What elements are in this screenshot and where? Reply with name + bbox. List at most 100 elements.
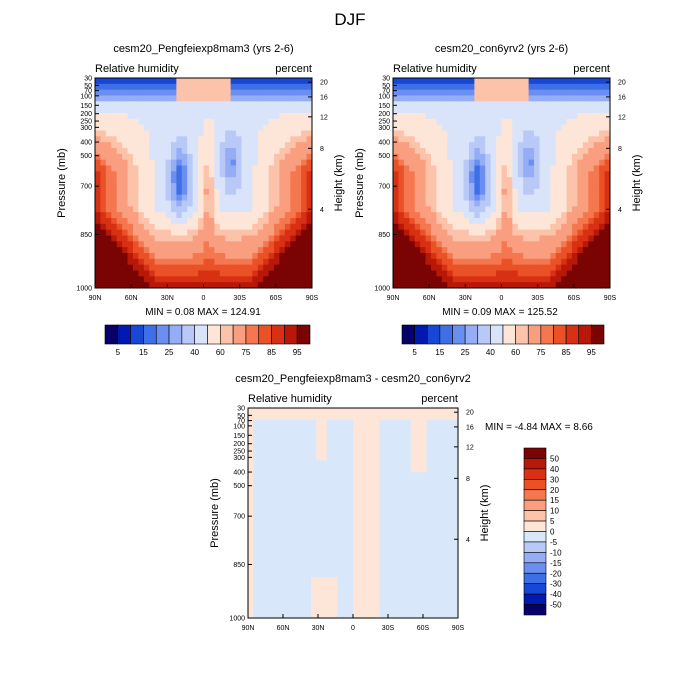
contour-cell: [127, 200, 134, 207]
contour-cell: [248, 518, 254, 526]
contour-cell: [269, 448, 275, 456]
contour-cell: [176, 247, 183, 254]
contour-cell: [284, 489, 291, 496]
contour-cell: [506, 200, 513, 207]
contour-cell: [479, 276, 486, 283]
contour-cell: [512, 258, 519, 266]
contour-cell: [306, 95, 313, 102]
contour-cell: [604, 200, 611, 207]
contour-cell: [447, 460, 454, 467]
contour-cell: [512, 142, 519, 149]
contour-cell: [395, 553, 401, 561]
contour-cell: [274, 524, 280, 531]
contour-cell: [572, 78, 578, 85]
contour-cell: [544, 253, 551, 260]
contour-cell: [468, 253, 475, 260]
contour-cell: [442, 507, 448, 514]
contour-cell: [241, 218, 248, 225]
contour-cell: [400, 594, 406, 601]
contour-cell: [284, 142, 291, 149]
contour-cell: [306, 107, 313, 114]
contour-cell: [512, 264, 519, 271]
contour-cell: [290, 548, 296, 555]
contour-cell: [208, 142, 215, 149]
contour-cell: [410, 501, 417, 508]
contour-cell: [403, 247, 410, 254]
contour-cell: [301, 107, 307, 114]
contour-cell: [374, 466, 380, 473]
contour-cell: [501, 83, 508, 91]
contour-cell: [409, 276, 416, 283]
contour-cell: [347, 466, 354, 473]
y-tick-label: 250: [233, 449, 245, 456]
contour-cell: [257, 153, 264, 161]
contour-cell: [138, 95, 145, 102]
contour-cell: [284, 413, 291, 421]
contour-cell: [463, 241, 470, 248]
contour-cell: [410, 489, 417, 496]
contour-cell: [219, 218, 226, 225]
contour-cell: [374, 571, 380, 578]
contour-cell: [414, 83, 421, 91]
contour-cell: [517, 89, 524, 96]
contour-cell: [181, 223, 188, 231]
contour-cell: [269, 536, 275, 543]
contour-cell: [279, 130, 286, 137]
contour-cell: [290, 553, 296, 561]
contour-cell: [154, 101, 161, 108]
contour-cell: [452, 501, 459, 508]
contour-cell: [316, 594, 322, 601]
colorbar-swatch: [591, 324, 605, 345]
contour-cell: [566, 165, 573, 172]
contour-cell: [236, 107, 242, 114]
contour-cell: [279, 136, 286, 143]
contour-cell: [582, 89, 589, 96]
y-tick-label: 70: [237, 418, 245, 425]
contour-cell: [447, 107, 454, 114]
contour-cell: [170, 130, 177, 137]
contour-cell: [384, 489, 391, 496]
y-tick-label: 700: [233, 514, 245, 521]
contour-cell: [311, 536, 317, 543]
contour-cell: [165, 247, 172, 254]
contour-cell: [253, 419, 259, 426]
contour-cell: [279, 536, 286, 543]
contour-cell: [363, 594, 370, 601]
contour-cell: [425, 153, 432, 161]
contour-cell: [316, 448, 322, 456]
contour-cell: [257, 171, 264, 178]
contour-cell: [326, 489, 333, 496]
contour-cell: [192, 241, 199, 248]
contour-cell: [208, 212, 215, 219]
contour-cell: [208, 136, 215, 143]
contour-cell: [410, 518, 417, 526]
contour-cell: [544, 113, 551, 120]
contour-cell: [534, 270, 540, 277]
contour-cell: [274, 443, 280, 450]
contour-cell: [420, 200, 426, 207]
contour-cell: [284, 583, 291, 590]
contour-cell: [290, 489, 296, 496]
contour-cell: [268, 241, 275, 248]
contour-cell: [290, 606, 296, 613]
contour-cell: [523, 83, 530, 91]
contour-cell: [398, 194, 405, 201]
contour-cell: [588, 258, 595, 266]
contour-cell: [442, 448, 448, 456]
contour-cell: [248, 413, 254, 421]
contour-cell: [203, 229, 210, 236]
contour-cell: [290, 183, 297, 190]
contour-cell: [452, 130, 459, 137]
contour-cell: [468, 159, 475, 166]
contour-cell: [316, 478, 322, 485]
contour-cell: [306, 276, 313, 283]
contour-cell: [458, 171, 464, 178]
contour-cell: [198, 276, 204, 283]
contour-cell: [400, 577, 406, 584]
contour-cell: [425, 200, 432, 207]
contour-cell: [236, 89, 242, 96]
contour-cell: [534, 148, 540, 155]
contour-cell: [253, 530, 259, 537]
contour-cell: [414, 165, 421, 172]
contour-cell: [430, 235, 437, 242]
